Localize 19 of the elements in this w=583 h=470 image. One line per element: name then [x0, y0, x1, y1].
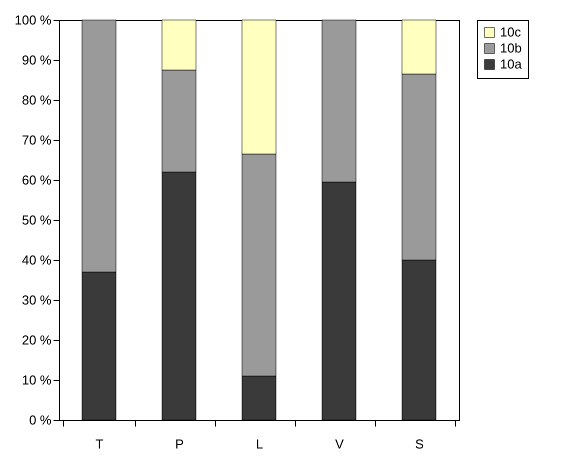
- x-tick-label: V: [335, 436, 344, 452]
- y-tick-label: 30 %: [22, 292, 52, 308]
- y-tick-label: 60 %: [22, 172, 52, 188]
- legend-label: 10a: [500, 56, 522, 72]
- x-tick-label: S: [415, 436, 424, 452]
- x-tick-label: T: [96, 436, 104, 452]
- legend-label: 10b: [500, 40, 522, 56]
- y-tick-label: 50 %: [22, 212, 52, 228]
- y-tick-label: 0 %: [29, 412, 52, 428]
- y-tick-label: 10 %: [22, 372, 52, 388]
- y-tick-label: 40 %: [22, 252, 52, 268]
- y-tick-label: 100 %: [14, 12, 52, 28]
- y-tick-label: 90 %: [22, 52, 52, 68]
- y-tick-label: 20 %: [22, 332, 52, 348]
- y-tick-label: 80 %: [22, 92, 52, 108]
- y-tick-label: 70 %: [22, 132, 52, 148]
- x-tick-label: L: [256, 436, 264, 452]
- legend-label: 10c: [500, 24, 522, 40]
- x-tick-label: P: [175, 436, 184, 452]
